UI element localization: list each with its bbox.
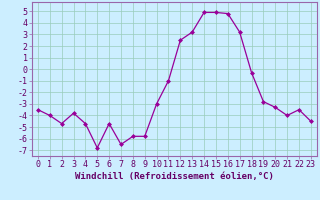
X-axis label: Windchill (Refroidissement éolien,°C): Windchill (Refroidissement éolien,°C) <box>75 172 274 181</box>
